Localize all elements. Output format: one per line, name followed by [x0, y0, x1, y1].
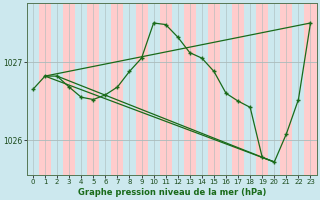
Bar — [135, 3, 148, 175]
Bar — [184, 3, 196, 175]
Bar — [232, 3, 244, 175]
Bar — [87, 3, 99, 175]
Bar — [304, 3, 316, 175]
Bar — [256, 3, 268, 175]
Bar — [208, 3, 220, 175]
Bar — [111, 3, 124, 175]
X-axis label: Graphe pression niveau de la mer (hPa): Graphe pression niveau de la mer (hPa) — [77, 188, 266, 197]
Bar — [63, 3, 75, 175]
Bar — [280, 3, 292, 175]
Bar — [39, 3, 51, 175]
Bar — [160, 3, 172, 175]
